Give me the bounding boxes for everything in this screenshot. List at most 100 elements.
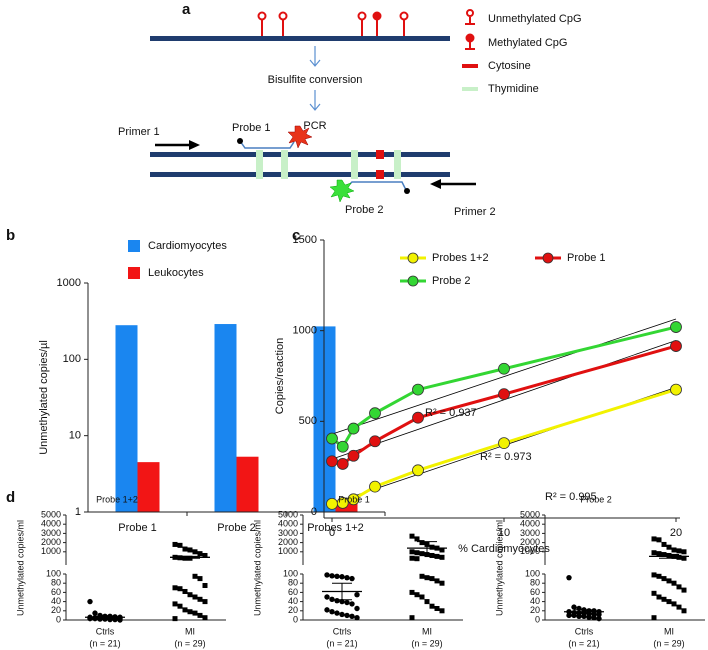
x-sublabel: (n = 29) — [174, 638, 205, 648]
data-point — [414, 536, 420, 542]
data-point — [576, 613, 582, 620]
bar — [115, 325, 138, 512]
y-tick-label: 2000 — [520, 537, 540, 547]
y-tick-label: 5000 — [520, 509, 540, 519]
arrow — [309, 46, 321, 111]
legend-marker — [542, 252, 554, 264]
y-axis-label: Unmethylated copies/ml — [494, 520, 504, 616]
bar — [335, 503, 358, 512]
data-point — [182, 588, 188, 594]
data-point — [566, 612, 572, 619]
legend-label: Probes 1+2 — [432, 252, 489, 264]
data-point — [661, 576, 667, 582]
data-point — [369, 480, 381, 493]
data-point — [202, 552, 208, 558]
x-tick-label: Probes 1+2 — [307, 522, 364, 534]
y-tick-label: 3000 — [278, 528, 298, 538]
data-point — [324, 572, 330, 578]
data-point — [671, 547, 677, 553]
y-tick-label: 10 — [69, 430, 81, 442]
probe — [239, 140, 295, 149]
data-point — [349, 575, 355, 582]
y-tick-label: 0 — [56, 614, 61, 624]
y-axis-label: Unmethylated copies/µl — [38, 340, 50, 455]
data-point — [439, 580, 445, 586]
y-tick-label: 40 — [530, 596, 540, 606]
data-point — [414, 592, 420, 598]
data-point — [661, 541, 667, 547]
y-tick-label: 1500 — [293, 234, 317, 246]
data-point — [409, 615, 415, 621]
x-axis-label: % Cardiomyocytes — [458, 543, 550, 555]
legend-icon — [465, 9, 475, 50]
panel-label: b — [6, 227, 15, 244]
legend-label: Unmethylated CpG — [488, 13, 582, 25]
legend-label: Leukocytes — [148, 267, 204, 279]
data-point — [419, 573, 425, 579]
data-point — [651, 550, 657, 556]
data-point — [187, 592, 193, 598]
data-point — [182, 607, 188, 613]
data-point — [344, 612, 350, 619]
data-point — [412, 383, 424, 396]
data-point — [192, 573, 198, 579]
bar — [236, 456, 259, 512]
y-tick-label: 4000 — [278, 519, 298, 529]
data-point — [666, 544, 672, 550]
data-point — [172, 601, 178, 607]
data-point — [656, 537, 662, 543]
data-point — [591, 615, 597, 621]
data-point — [424, 599, 430, 605]
data-point — [369, 407, 381, 420]
y-tick-label: 40 — [51, 596, 61, 606]
data-point — [434, 553, 440, 559]
y-tick-label: 1 — [75, 506, 81, 518]
legend-icon — [462, 87, 478, 91]
data-point — [177, 542, 183, 548]
legend-swatch — [128, 240, 140, 252]
x-tick-label: MI — [185, 626, 195, 636]
y-tick-label: 80 — [530, 578, 540, 588]
data-point — [419, 551, 425, 557]
data-point — [656, 551, 662, 557]
data-point — [177, 603, 183, 609]
y-tick-label: 80 — [288, 578, 298, 588]
y-axis-label: Copies/reaction — [274, 338, 286, 414]
dna-strand — [150, 172, 450, 177]
legend-marker — [407, 275, 419, 287]
data-point — [434, 578, 440, 584]
data-point — [571, 604, 577, 610]
data-point — [676, 554, 682, 560]
data-point — [172, 541, 178, 547]
data-point — [117, 617, 123, 623]
data-point — [344, 599, 350, 606]
data-point — [651, 572, 657, 578]
data-point — [586, 614, 592, 620]
data-point — [666, 599, 672, 605]
data-point — [172, 585, 178, 591]
step-label: PCR — [303, 120, 326, 132]
data-point — [187, 547, 193, 553]
annotation: R² = 0.973 — [480, 451, 532, 463]
data-point — [670, 321, 682, 333]
y-tick-label: 0 — [535, 614, 540, 624]
y-tick-label: 2000 — [41, 537, 61, 547]
data-point — [676, 548, 682, 554]
data-point — [339, 574, 345, 580]
panel-label: d — [6, 489, 15, 506]
cytosine — [376, 170, 384, 179]
data-point — [671, 601, 677, 607]
y-tick-label: 20 — [288, 605, 298, 615]
chart-title: Probe 1 — [338, 494, 370, 504]
probe-label: Probe 1 — [232, 122, 271, 134]
data-point — [92, 610, 98, 616]
legend-label: Probe 2 — [432, 275, 471, 287]
y-tick-label: 1000 — [520, 546, 540, 556]
thymidine — [256, 150, 401, 179]
y-tick-label: 0 — [311, 506, 317, 518]
chart-title: Probe 1+2 — [96, 494, 138, 504]
data-point — [336, 458, 349, 470]
fluorophore — [287, 125, 313, 149]
data-point — [498, 437, 510, 449]
cpg-sites — [257, 11, 409, 36]
